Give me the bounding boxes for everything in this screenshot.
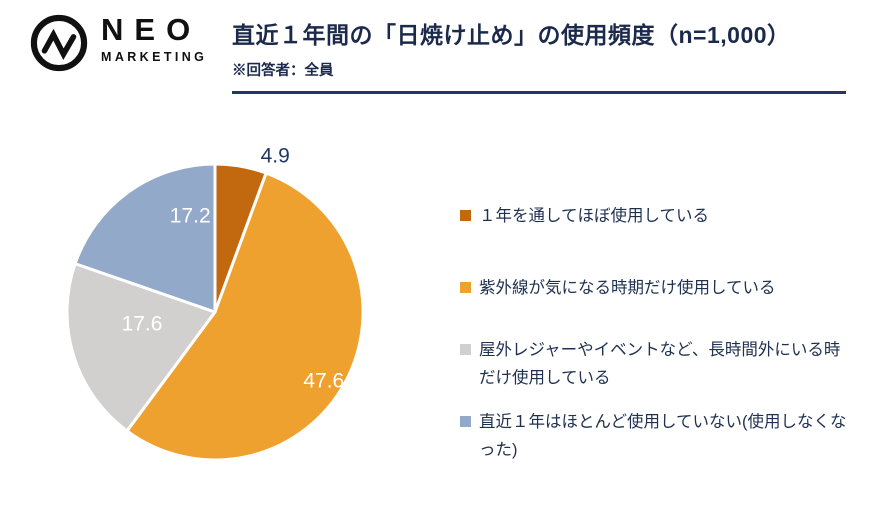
pie-slice-4 xyxy=(73,162,217,314)
legend-swatch-1 xyxy=(460,210,471,221)
legend-label-3: 屋外レジャーやイベントなど、長時間外にいる時だけ使用している xyxy=(479,341,841,387)
title-underline xyxy=(232,91,846,94)
logo-subtitle: MARKETING xyxy=(101,49,208,64)
legend-item-1: １年を通してほぼ使用している xyxy=(460,202,848,230)
pie-value-label-4: 17.2 xyxy=(170,205,211,228)
legend: １年を通してほぼ使用している紫外線が気になる時期だけ使用している屋外レジャーやイ… xyxy=(460,202,848,464)
pie-value-label-2: 47.6 xyxy=(303,369,344,392)
pie-chart: 4.9 47.6 17.6 17.2 xyxy=(65,145,365,462)
legend-item-2: 紫外線が気になる時期だけ使用している xyxy=(460,274,848,302)
legend-swatch-3 xyxy=(460,344,471,355)
neo-marketing-logo-icon xyxy=(30,14,88,72)
title-block: 直近１年間の「日焼け止め」の使用頻度（n=1,000） ※回答者：全員 xyxy=(232,16,846,94)
logo: NEO MARKETING xyxy=(30,12,208,72)
legend-swatch-4 xyxy=(460,416,471,427)
respondents-note: ※回答者：全員 xyxy=(232,63,334,79)
pie-slice-2 xyxy=(125,171,365,462)
legend-label-1: １年を通してほぼ使用している xyxy=(479,207,710,225)
pie-value-label-3: 17.6 xyxy=(122,312,163,335)
legend-label-4: 直近１年はほとんど使用していない(使用しなくなった) xyxy=(479,413,847,459)
page-title: 直近１年間の「日焼け止め」の使用頻度（n=1,000） xyxy=(232,22,791,48)
legend-swatch-2 xyxy=(460,282,471,293)
logo-text: NEO MARKETING xyxy=(101,12,208,64)
legend-label-2: 紫外線が気になる時期だけ使用している xyxy=(479,279,776,297)
logo-name: NEO xyxy=(101,12,202,47)
pie-slice-3 xyxy=(65,262,217,433)
pie-value-label-1: 4.9 xyxy=(261,145,290,168)
legend-item-3: 屋外レジャーやイベントなど、長時間外にいる時だけ使用している xyxy=(460,336,848,392)
legend-item-4: 直近１年はほとんど使用していない(使用しなくなった) xyxy=(460,408,848,464)
